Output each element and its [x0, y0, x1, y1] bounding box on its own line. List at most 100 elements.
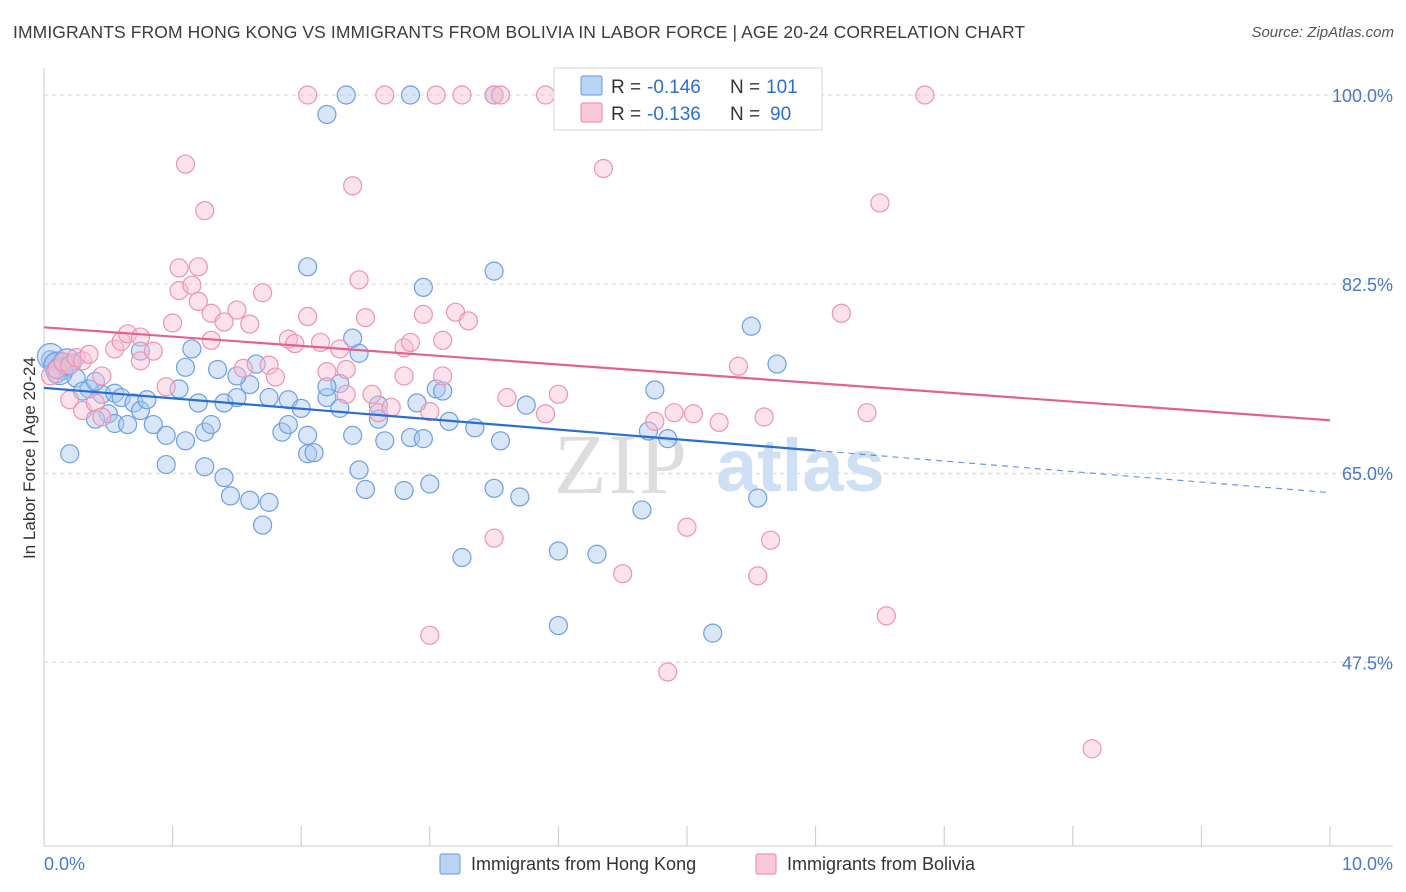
- data-point-bolivia: [728, 356, 749, 376]
- data-point-bolivia: [227, 300, 247, 320]
- data-point-bolivia: [47, 359, 67, 380]
- data-point-hong-kong: [317, 104, 337, 125]
- data-point-bolivia: [535, 85, 556, 105]
- data-point-bolivia: [420, 625, 440, 645]
- data-point-hong-kong: [201, 414, 221, 435]
- data-point-hong-kong: [304, 443, 324, 463]
- data-point-hong-kong: [317, 387, 337, 408]
- data-point-hong-kong: [298, 257, 318, 277]
- data-point-bolivia: [163, 313, 183, 333]
- axes: [43, 68, 1393, 847]
- data-point-bolivia: [130, 327, 151, 347]
- data-point-hong-kong: [227, 366, 247, 386]
- data-point-hong-kong: [182, 339, 202, 359]
- data-point-hong-kong: [767, 354, 787, 374]
- data-point-hong-kong: [195, 457, 215, 477]
- data-point-hong-kong: [117, 414, 138, 435]
- trend-line-bolivia: [43, 326, 1331, 422]
- data-point-bolivia: [413, 304, 433, 324]
- data-point-bolivia: [709, 412, 729, 433]
- data-point-hong-kong: [741, 316, 761, 336]
- data-point-hong-kong: [400, 85, 421, 105]
- data-point-bolivia: [677, 517, 697, 537]
- series-hong-kong: [36, 85, 787, 643]
- y-tick-label: 100.0%: [1332, 86, 1393, 106]
- watermark-atlas: atlas: [716, 424, 885, 507]
- data-point-bolivia: [195, 201, 215, 221]
- data-point-hong-kong: [137, 390, 157, 410]
- data-point-bolivia: [130, 351, 151, 371]
- data-point-bolivia: [433, 366, 453, 386]
- data-point-bolivia: [664, 403, 684, 423]
- data-point-hong-kong: [420, 474, 440, 494]
- y-axis-title: In Labor Force | Age 20-24: [20, 357, 39, 559]
- data-point-hong-kong: [548, 615, 569, 636]
- legend-swatch-bolivia: [580, 102, 603, 123]
- trend-line-hong-kong: [43, 386, 816, 452]
- data-point-bolivia: [831, 303, 851, 323]
- x-axis-ticks: 0.0% 10.0%: [43, 826, 1393, 874]
- data-point-hong-kong: [278, 414, 298, 435]
- data-point-bolivia: [214, 312, 234, 332]
- legend-r-label-bolivia: R =: [611, 104, 641, 125]
- data-point-bolivia: [259, 355, 279, 375]
- data-point-hong-kong: [298, 425, 318, 445]
- legend: R = -0.146 N = 101 R = -0.136 N = 90: [553, 67, 823, 131]
- bottom-legend-swatch-bolivia: [755, 853, 777, 875]
- data-point-bolivia: [188, 257, 208, 277]
- y-tick-label: 65.0%: [1342, 464, 1393, 484]
- data-point-bolivia: [169, 258, 189, 278]
- data-point-bolivia: [484, 85, 504, 105]
- data-point-hong-kong: [484, 261, 504, 281]
- data-point-hong-kong: [355, 479, 376, 500]
- data-point-bolivia: [92, 407, 112, 427]
- data-point-bolivia: [613, 564, 633, 584]
- legend-n-label-bolivia: N =: [730, 104, 760, 125]
- data-point-hong-kong: [156, 425, 176, 445]
- trend-line-hong-kong-extension: [815, 449, 1331, 494]
- data-point-bolivia: [105, 339, 125, 359]
- data-point-hong-kong: [175, 357, 196, 377]
- chart-source: Source: ZipAtlas.com: [1251, 24, 1394, 41]
- bottom-legend-label-hong-kong: Immigrants from Hong Kong: [471, 854, 696, 874]
- data-point-hong-kong: [272, 422, 292, 442]
- data-point-bolivia: [336, 384, 356, 404]
- data-point-hong-kong: [375, 431, 395, 451]
- data-point-bolivia: [870, 193, 890, 213]
- data-point-hong-kong: [748, 488, 768, 508]
- data-point-bolivia: [156, 377, 176, 397]
- data-point-hong-kong: [433, 381, 453, 401]
- data-point-hong-kong: [413, 277, 433, 297]
- data-point-hong-kong: [645, 380, 665, 400]
- data-point-hong-kong: [343, 328, 363, 348]
- legend-n-value-bolivia: 90: [770, 104, 791, 125]
- data-point-hong-kong: [394, 480, 414, 501]
- data-point-bolivia: [420, 402, 440, 422]
- series-bolivia: [40, 85, 1102, 759]
- data-point-hong-kong: [188, 393, 208, 413]
- data-point-hong-kong: [259, 492, 279, 512]
- data-point-hong-kong: [298, 444, 318, 464]
- data-point-hong-kong: [413, 429, 433, 449]
- data-point-bolivia: [548, 384, 569, 404]
- data-point-hong-kong: [632, 500, 652, 520]
- data-point-hong-kong: [259, 387, 279, 408]
- legend-swatch-hong-kong: [580, 75, 603, 96]
- data-point-hong-kong: [349, 460, 369, 480]
- data-point-bolivia: [182, 275, 202, 295]
- data-point-bolivia: [240, 314, 260, 334]
- data-point-bolivia: [298, 306, 318, 327]
- data-point-hong-kong: [516, 395, 536, 415]
- chart-title: IMMIGRANTS FROM HONG KONG VS IMMIGRANTS …: [13, 22, 1026, 42]
- data-point-bolivia: [394, 366, 414, 386]
- y-tick-label: 47.5%: [1342, 653, 1393, 673]
- data-point-hong-kong: [130, 400, 151, 421]
- data-point-bolivia: [683, 404, 704, 424]
- data-point-hong-kong: [490, 431, 511, 451]
- data-point-bolivia: [317, 362, 337, 382]
- data-point-bolivia: [458, 311, 478, 331]
- legend-r-label-hong-kong: R =: [611, 77, 641, 98]
- data-point-bolivia: [754, 407, 774, 427]
- data-point-hong-kong: [143, 414, 163, 435]
